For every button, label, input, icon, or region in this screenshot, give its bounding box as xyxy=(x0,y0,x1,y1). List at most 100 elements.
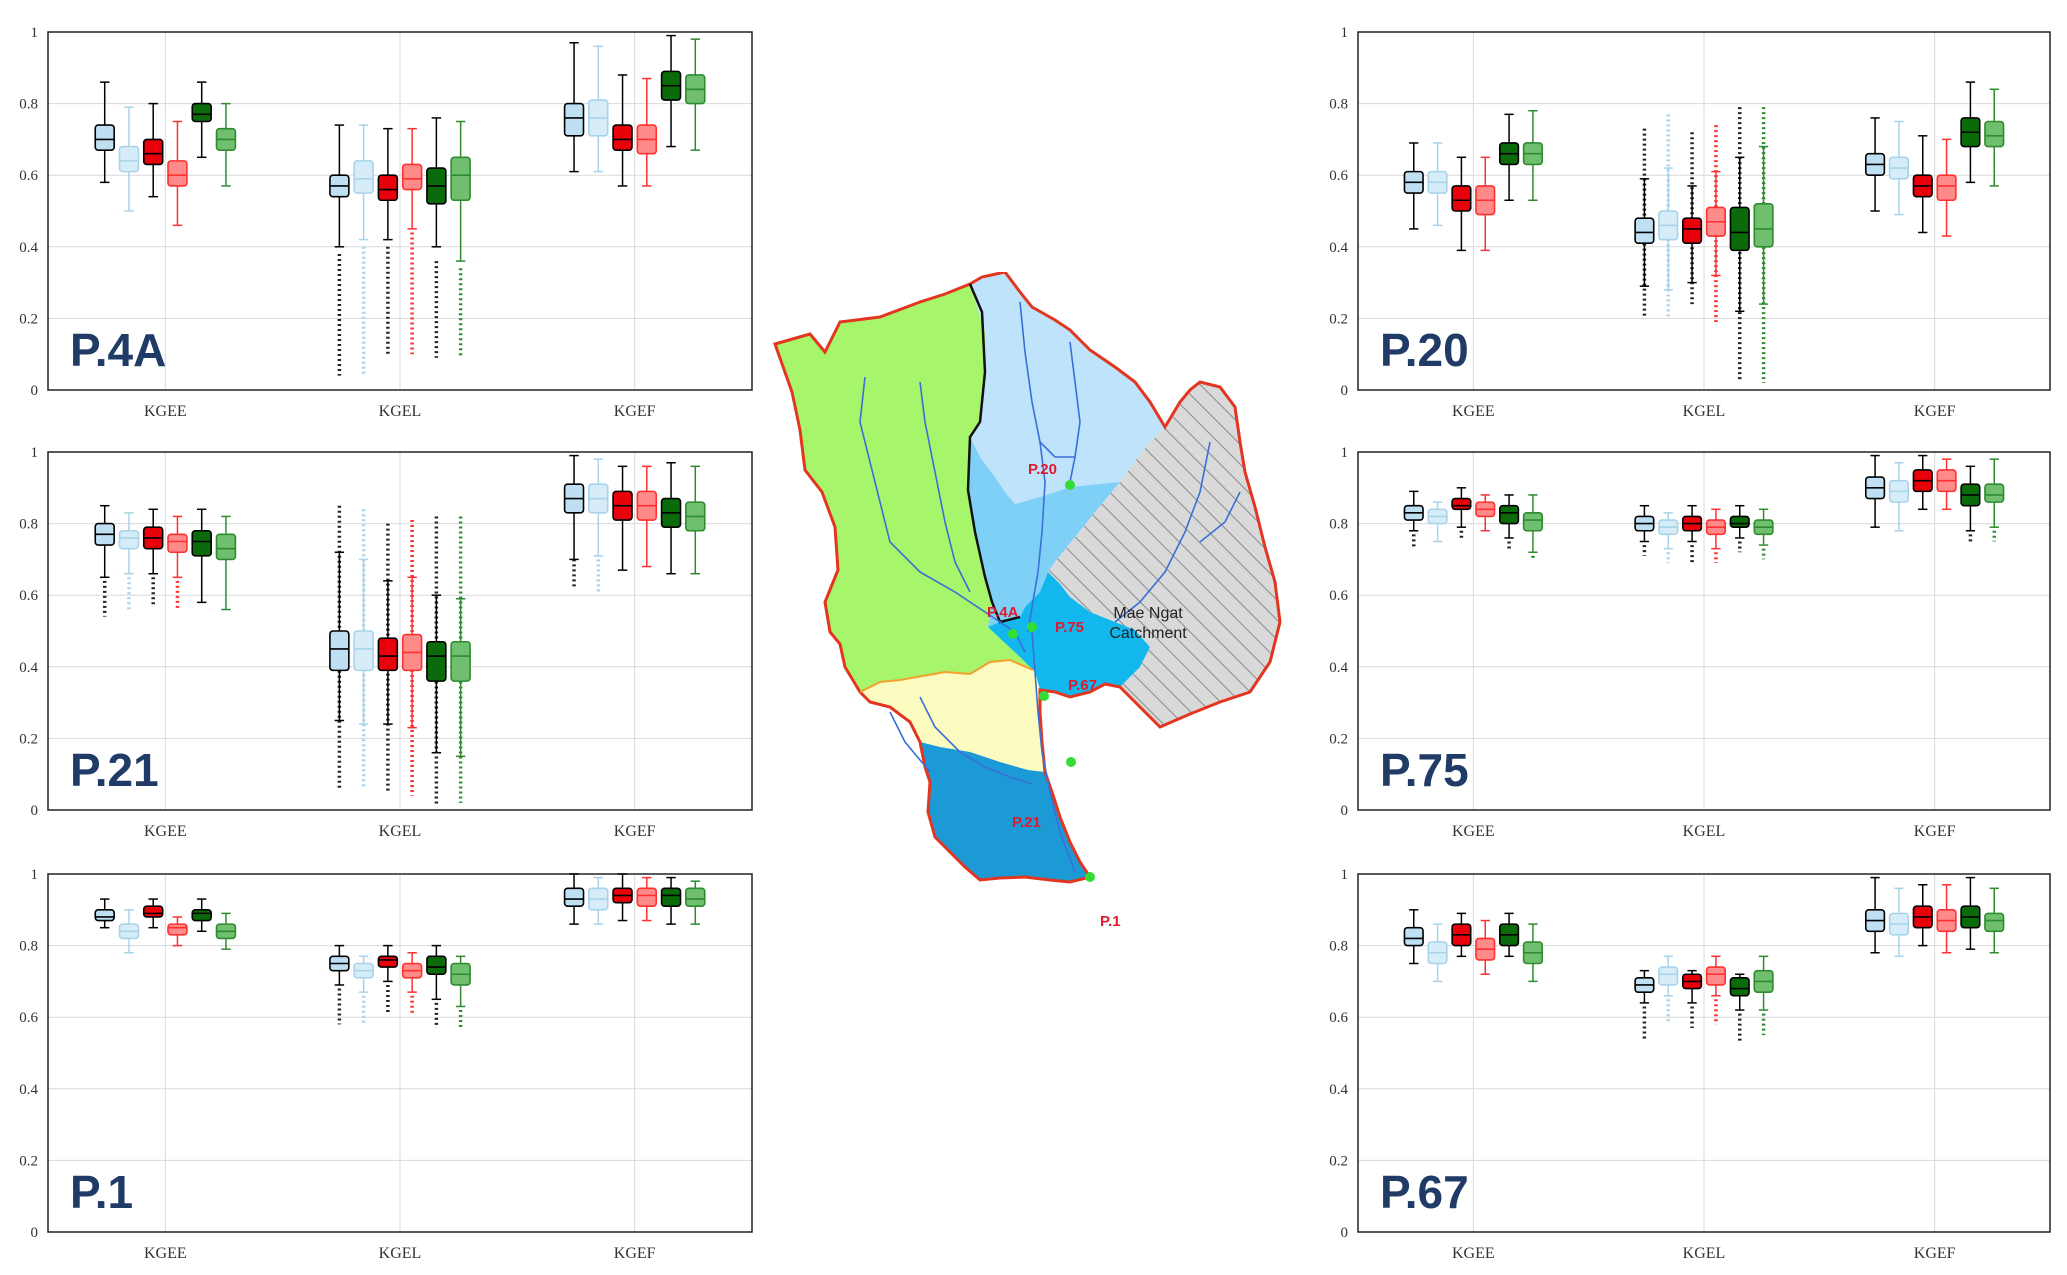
box-kgee-series-3 xyxy=(1451,912,1472,958)
y-tick-label: 0.2 xyxy=(1329,311,1348,327)
box-iqr xyxy=(1705,966,1727,986)
station-dot-p21 xyxy=(1066,757,1076,767)
box-kgef-series-5 xyxy=(1960,876,1981,950)
y-tick-label: 0 xyxy=(1341,1225,1349,1241)
station-dot-p4a xyxy=(1008,629,1018,639)
box-kgee-series-1 xyxy=(94,898,115,929)
y-tick-label: 0 xyxy=(31,383,39,399)
box-kgee-series-5 xyxy=(1498,912,1520,958)
box-iqr xyxy=(353,160,374,194)
map-label-p21: P.21 xyxy=(1012,814,1041,831)
box-kgel-series-2 xyxy=(1658,114,1679,319)
box-kgef-series-5 xyxy=(660,876,682,925)
box-kgef-series-4 xyxy=(636,77,658,187)
box-kgee-series-2 xyxy=(118,909,140,954)
box-kgee-series-3 xyxy=(142,898,164,929)
box-iqr xyxy=(94,124,115,151)
box-iqr xyxy=(1984,483,2005,503)
boxplot-p67: 0 0.2 0.4 0.6 0.8 1 KGEE KGEL KGEF P.67 xyxy=(1329,867,2051,1262)
box-kgef-series-4 xyxy=(1936,883,1957,954)
boxplot-p21: 0 0.2 0.4 0.6 0.8 1 KGEE KGEL KGEF P.21 xyxy=(19,445,753,840)
y-tick-label: 1 xyxy=(1341,25,1349,41)
station-markers xyxy=(1008,480,1095,882)
y-tick-label: 0.8 xyxy=(19,939,38,955)
box-iqr xyxy=(377,174,399,202)
box-kgel-series-3 xyxy=(377,944,399,1014)
box-kgee-series-6 xyxy=(215,102,237,187)
basin-boundary xyxy=(773,270,1282,884)
box-kgef-series-6 xyxy=(685,38,706,151)
box-kgee-series-4 xyxy=(1475,919,1496,975)
box-kgee-series-1 xyxy=(1403,909,1424,965)
box-kgel-series-2 xyxy=(353,509,374,789)
box-kgef-series-2 xyxy=(1888,461,1910,532)
box-iqr xyxy=(142,905,164,918)
box-kgef-series-6 xyxy=(1984,88,2005,187)
box-iqr xyxy=(1729,977,1750,997)
box-kgee-series-3 xyxy=(1451,156,1472,252)
box-iqr xyxy=(612,124,633,151)
map-label-p4a: P.4A xyxy=(987,604,1019,621)
box-kgel-series-2 xyxy=(1658,955,1679,1025)
x-category-label: KGEE xyxy=(144,1245,187,1262)
station-label: P.20 xyxy=(1380,324,1469,376)
subbasin-yellow xyxy=(860,660,1045,772)
station-label: P.75 xyxy=(1380,744,1469,796)
box-iqr xyxy=(1984,120,2005,148)
box-kgee-series-2 xyxy=(1427,923,1448,983)
y-tick-label: 0.4 xyxy=(1329,240,1348,256)
y-tick-label: 1 xyxy=(1341,867,1349,883)
box-kgee-series-5 xyxy=(191,508,212,604)
y-tick-label: 0.8 xyxy=(19,517,38,533)
box-iqr xyxy=(329,630,350,672)
x-category-label: KGEF xyxy=(614,403,656,420)
y-tick-label: 0.6 xyxy=(1329,1010,1348,1026)
map-label-p20: P.20 xyxy=(1028,461,1057,478)
box-kgel-series-2 xyxy=(353,955,374,1025)
x-category-label: KGEF xyxy=(614,1245,656,1262)
box-iqr xyxy=(118,145,140,173)
box-iqr xyxy=(636,887,658,908)
box-iqr xyxy=(1984,912,2005,933)
plot-frame xyxy=(47,451,753,811)
y-tick-label: 0.2 xyxy=(19,1153,38,1169)
box-iqr xyxy=(191,908,212,922)
box-kgel-series-3 xyxy=(1681,132,1703,305)
box-kgef-series-2 xyxy=(588,876,609,925)
box-iqr xyxy=(1403,926,1424,947)
station-dot-p75 xyxy=(1027,622,1037,632)
box-kgel-series-5 xyxy=(426,117,447,358)
box-kgel-series-4 xyxy=(1705,955,1727,1025)
box-kgef-series-6 xyxy=(1984,458,2005,542)
box-kgee-series-1 xyxy=(94,504,115,617)
chart-panel-p21: 0 0.2 0.4 0.6 0.8 1 KGEE KGEL KGEF P.21 xyxy=(0,428,770,840)
chart-panel-p4a: 0 0.2 0.4 0.6 0.8 1 KGEE KGEL KGEF P.4A xyxy=(0,8,770,420)
box-iqr xyxy=(377,637,399,672)
box-iqr xyxy=(142,138,164,166)
box-kgef-series-3 xyxy=(1912,135,1933,234)
y-tick-label: 0.2 xyxy=(19,731,38,747)
box-kgel-series-5 xyxy=(426,516,447,807)
box-kgel-series-3 xyxy=(377,127,399,355)
box-iqr xyxy=(1681,217,1703,245)
x-category-label: KGEL xyxy=(1683,823,1726,840)
chart-panel-p1: 0 0.2 0.4 0.6 0.8 1 KGEE KGEL KGEF P.1 xyxy=(0,850,770,1262)
box-iqr xyxy=(1498,504,1520,525)
box-kgee-series-5 xyxy=(1498,113,1520,202)
box-kgee-series-2 xyxy=(1427,142,1448,227)
box-kgef-series-6 xyxy=(685,465,706,575)
map-label-p1: P.1 xyxy=(1100,913,1121,930)
chart-panel-p67: 0 0.2 0.4 0.6 0.8 1 KGEE KGEL KGEF P.67 xyxy=(1305,850,2065,1262)
y-tick-label: 0.8 xyxy=(1329,939,1348,955)
x-category-label: KGEF xyxy=(1914,1245,1956,1262)
y-tick-label: 0.6 xyxy=(19,1010,38,1026)
box-iqr xyxy=(215,533,237,561)
box-kgel-series-1 xyxy=(1634,969,1655,1039)
x-category-label: KGEE xyxy=(1452,1245,1495,1262)
y-tick-label: 0.2 xyxy=(19,311,38,327)
box-kgee-series-3 xyxy=(142,102,164,198)
x-category-label: KGEF xyxy=(1914,823,1956,840)
y-tick-label: 0.4 xyxy=(19,1082,38,1098)
y-tick-label: 0.4 xyxy=(1329,660,1348,676)
y-tick-label: 0.8 xyxy=(19,97,38,113)
